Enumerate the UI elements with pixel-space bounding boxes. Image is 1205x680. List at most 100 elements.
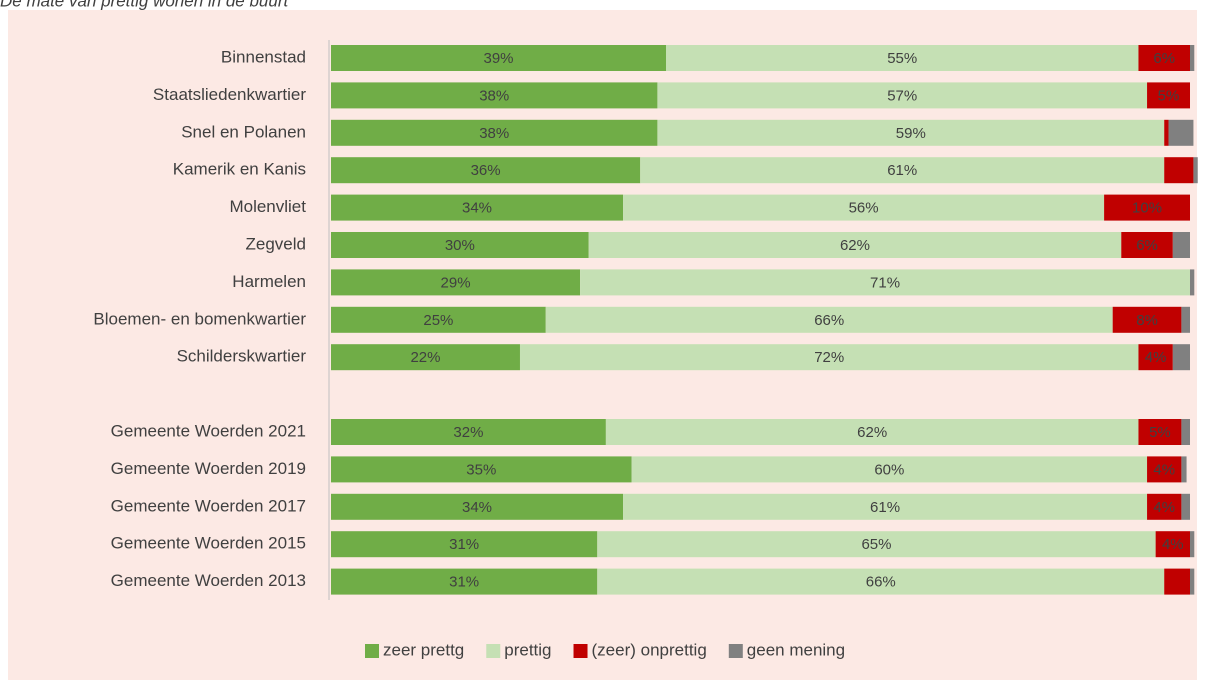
bar-segment: [331, 119, 658, 146]
legend-label: geen mening: [747, 640, 845, 659]
bar-segment: [1190, 531, 1195, 558]
bar-segment: [623, 194, 1105, 221]
data-label: 34%: [462, 200, 492, 217]
data-label: 39%: [483, 50, 513, 67]
bar-segment: [580, 269, 1190, 296]
bar-segment: [623, 493, 1148, 520]
bar-segment: [1168, 119, 1194, 146]
bar-segment: [1155, 531, 1190, 558]
y-tick-label: Gemeente Woerden 2013: [111, 571, 306, 590]
data-label: 59%: [896, 125, 926, 142]
legend-swatch: [365, 644, 379, 658]
y-tick-label: Gemeente Woerden 2015: [111, 534, 306, 553]
bar-segment: [331, 157, 641, 184]
bar-segment: [1190, 568, 1195, 595]
bar-segment: [1104, 194, 1190, 221]
data-label: 32%: [453, 424, 483, 441]
bar-segment: [1164, 119, 1169, 146]
bar-segment: [597, 568, 1165, 595]
bar-segment: [588, 232, 1122, 258]
bar-segment: [1181, 419, 1190, 445]
data-label: 4%: [1153, 499, 1175, 516]
bar-segment: [545, 306, 1113, 333]
bar-segment: [1190, 269, 1195, 296]
bar-segment: [631, 456, 1148, 483]
bar-segment: [1147, 82, 1190, 109]
data-label: 62%: [840, 237, 870, 254]
data-label: 72%: [814, 349, 844, 366]
bar-segment: [1193, 157, 1198, 184]
bar-segment: [331, 493, 624, 520]
data-label: 36%: [471, 162, 501, 179]
bar-segment: [666, 45, 1139, 71]
y-tick-label: Molenvliet: [229, 197, 306, 216]
bar-segment: [1121, 232, 1173, 258]
bar-segment: [1181, 456, 1187, 483]
legend-swatch: [573, 644, 588, 658]
data-label: 8%: [1136, 312, 1158, 329]
data-label: 61%: [887, 162, 917, 179]
y-tick-label: Snel en Polanen: [181, 122, 306, 141]
data-label: 31%: [449, 574, 479, 591]
bar-segment: [519, 344, 1139, 371]
bar-segment: [1181, 493, 1190, 520]
data-label: 5%: [1158, 87, 1180, 104]
y-tick-label: Gemeente Woerden 2019: [111, 459, 306, 478]
bar-segment: [1112, 306, 1182, 333]
bar-segment: [1138, 419, 1182, 445]
y-tick-label: Schilderskwartier: [177, 347, 307, 366]
legend-label: (zeer) onprettig: [592, 640, 707, 659]
bar-segment: [331, 344, 520, 371]
data-label: 25%: [423, 312, 453, 329]
data-label: 62%: [857, 424, 887, 441]
bar-segment: [331, 45, 667, 71]
y-tick-label: Staatsliedenkwartier: [153, 85, 306, 104]
bar-segment: [331, 306, 546, 333]
data-label: 65%: [861, 536, 891, 553]
y-tick-label: Bloemen- en bomenkwartier: [93, 309, 306, 328]
data-label: 4%: [1153, 461, 1175, 478]
bar-segment: [657, 82, 1148, 109]
bar-segment: [331, 419, 606, 445]
bar-segment: [1164, 157, 1194, 184]
data-label: 4%: [1162, 536, 1184, 553]
bar-segment: [1181, 306, 1190, 333]
data-label: 38%: [479, 87, 509, 104]
bar-segment: [331, 568, 598, 595]
data-label: 34%: [462, 499, 492, 516]
bar-segment: [331, 232, 589, 258]
bar-segment: [1147, 493, 1182, 520]
bar-segment: [1172, 344, 1190, 371]
data-label: 35%: [466, 461, 496, 478]
data-label: 4%: [1145, 349, 1167, 366]
data-label: 29%: [441, 274, 471, 291]
bar-segment: [605, 419, 1139, 445]
legend-swatch: [486, 644, 501, 658]
data-label: 31%: [449, 536, 479, 553]
data-label: 10%: [1132, 200, 1162, 217]
bar-segment: [331, 269, 581, 296]
bar-segment: [1138, 344, 1173, 371]
bar-segment: [1172, 232, 1190, 258]
data-label: 6%: [1153, 50, 1175, 67]
legend-label: zeer prettg: [383, 640, 464, 659]
data-label: 57%: [887, 87, 917, 104]
bar-segment: [1190, 45, 1195, 71]
y-tick-label: Binnenstad: [221, 47, 306, 66]
bar-segment: [1147, 456, 1182, 483]
bar-segment: [657, 119, 1165, 146]
y-tick-label: Zegveld: [246, 234, 306, 253]
data-label: 38%: [479, 125, 509, 142]
bar-segment: [331, 82, 658, 109]
bar-segment: [640, 157, 1165, 184]
legend-swatch: [728, 644, 743, 658]
y-tick-label: Gemeente Woerden 2021: [111, 421, 306, 440]
data-label: 5%: [1149, 424, 1171, 441]
bar-segment: [1164, 568, 1190, 595]
data-label: 71%: [870, 274, 900, 291]
data-label: 6%: [1136, 237, 1158, 254]
data-label: 55%: [887, 50, 917, 67]
data-label: 56%: [849, 200, 879, 217]
